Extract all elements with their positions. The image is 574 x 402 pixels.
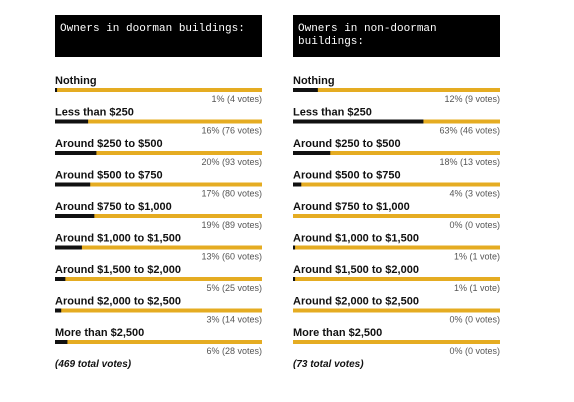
- value-label: 0% (0 votes): [449, 220, 500, 230]
- option-label: Around $1,000 to $1,500: [293, 233, 419, 245]
- bar-track: [55, 277, 262, 281]
- bar: [293, 277, 296, 281]
- bar-track: [293, 245, 500, 250]
- bar-track: [293, 151, 500, 155]
- value-label: 12% (9 votes): [444, 94, 500, 104]
- value-label: 4% (3 votes): [449, 189, 500, 199]
- bar: [293, 119, 424, 124]
- option-label: Around $2,000 to $2,500: [293, 296, 419, 308]
- bar-track: [293, 88, 500, 92]
- value-label: 5% (25 votes): [206, 283, 262, 293]
- bar: [293, 88, 318, 92]
- value-label: 1% (4 votes): [211, 94, 262, 104]
- bar: [293, 182, 302, 187]
- value-label: 1% (1 vote): [454, 283, 500, 293]
- value-label: 19% (89 votes): [201, 220, 262, 230]
- option-label: Less than $250: [293, 107, 372, 119]
- option-label: Less than $250: [55, 107, 134, 119]
- bar: [55, 245, 82, 250]
- bar-track: [293, 182, 500, 187]
- option-label: Around $750 to $1,000: [55, 201, 172, 213]
- option-label: Around $500 to $750: [293, 170, 401, 182]
- bar-track: [55, 245, 262, 250]
- bar-track: [55, 182, 262, 187]
- value-label: 3% (14 votes): [206, 315, 262, 325]
- title-box: [55, 15, 262, 57]
- value-label: 20% (93 votes): [201, 157, 262, 167]
- option-label: Around $750 to $1,000: [293, 201, 410, 213]
- value-label: 16% (76 votes): [201, 126, 262, 136]
- value-label: 18% (13 votes): [439, 157, 500, 167]
- poll-title: Owners in non-doorman buildings:: [298, 23, 437, 48]
- bar-track: [55, 88, 262, 92]
- title-box: [293, 15, 500, 57]
- value-label: 17% (80 votes): [201, 189, 262, 199]
- bar: [55, 277, 66, 281]
- bar: [55, 214, 95, 218]
- total-votes: (469 total votes): [55, 359, 132, 370]
- option-label: Around $1,500 to $2,000: [55, 264, 181, 276]
- option-label: Around $1,500 to $2,000: [293, 264, 419, 276]
- value-label: 6% (28 votes): [206, 346, 262, 356]
- bar-track: [293, 340, 500, 344]
- option-label: Around $1,000 to $1,500: [55, 233, 181, 245]
- bar-track: [293, 308, 500, 313]
- bar: [55, 119, 89, 124]
- option-label: Nothing: [55, 75, 97, 87]
- value-label: 1% (1 vote): [454, 252, 500, 262]
- bar-track: [55, 340, 262, 344]
- bar-track: [55, 119, 262, 124]
- bar: [293, 245, 296, 250]
- option-label: More than $2,500: [293, 327, 382, 339]
- value-label: 0% (0 votes): [449, 315, 500, 325]
- poll-panel: Owners in doorman buildings: Nothing 1% (4…: [55, 15, 262, 370]
- bar-track: [293, 277, 500, 281]
- bar: [55, 88, 58, 92]
- bar: [293, 151, 331, 155]
- value-label: 63% (46 votes): [439, 126, 500, 136]
- bar: [55, 308, 62, 313]
- bar: [55, 151, 97, 155]
- poll-title: Owners in doorman buildings:: [60, 23, 245, 35]
- option-label: Around $500 to $750: [55, 170, 163, 182]
- option-label: Around $2,000 to $2,500: [55, 296, 181, 308]
- value-label: 13% (60 votes): [201, 252, 262, 262]
- bar-track: [55, 308, 262, 313]
- option-label: Around $250 to $500: [55, 138, 163, 150]
- bar: [55, 340, 68, 344]
- bar-track: [55, 214, 262, 218]
- option-label: Nothing: [293, 75, 335, 87]
- bar: [55, 182, 91, 187]
- option-label: More than $2,500: [55, 327, 144, 339]
- value-label: 0% (0 votes): [449, 346, 500, 356]
- total-votes: (73 total votes): [293, 359, 364, 370]
- bar-track: [55, 151, 262, 155]
- poll-panel: Owners in non-doorman buildings: Nothing 12…: [293, 15, 500, 370]
- bar-track: [293, 214, 500, 218]
- option-label: Around $250 to $500: [293, 138, 401, 150]
